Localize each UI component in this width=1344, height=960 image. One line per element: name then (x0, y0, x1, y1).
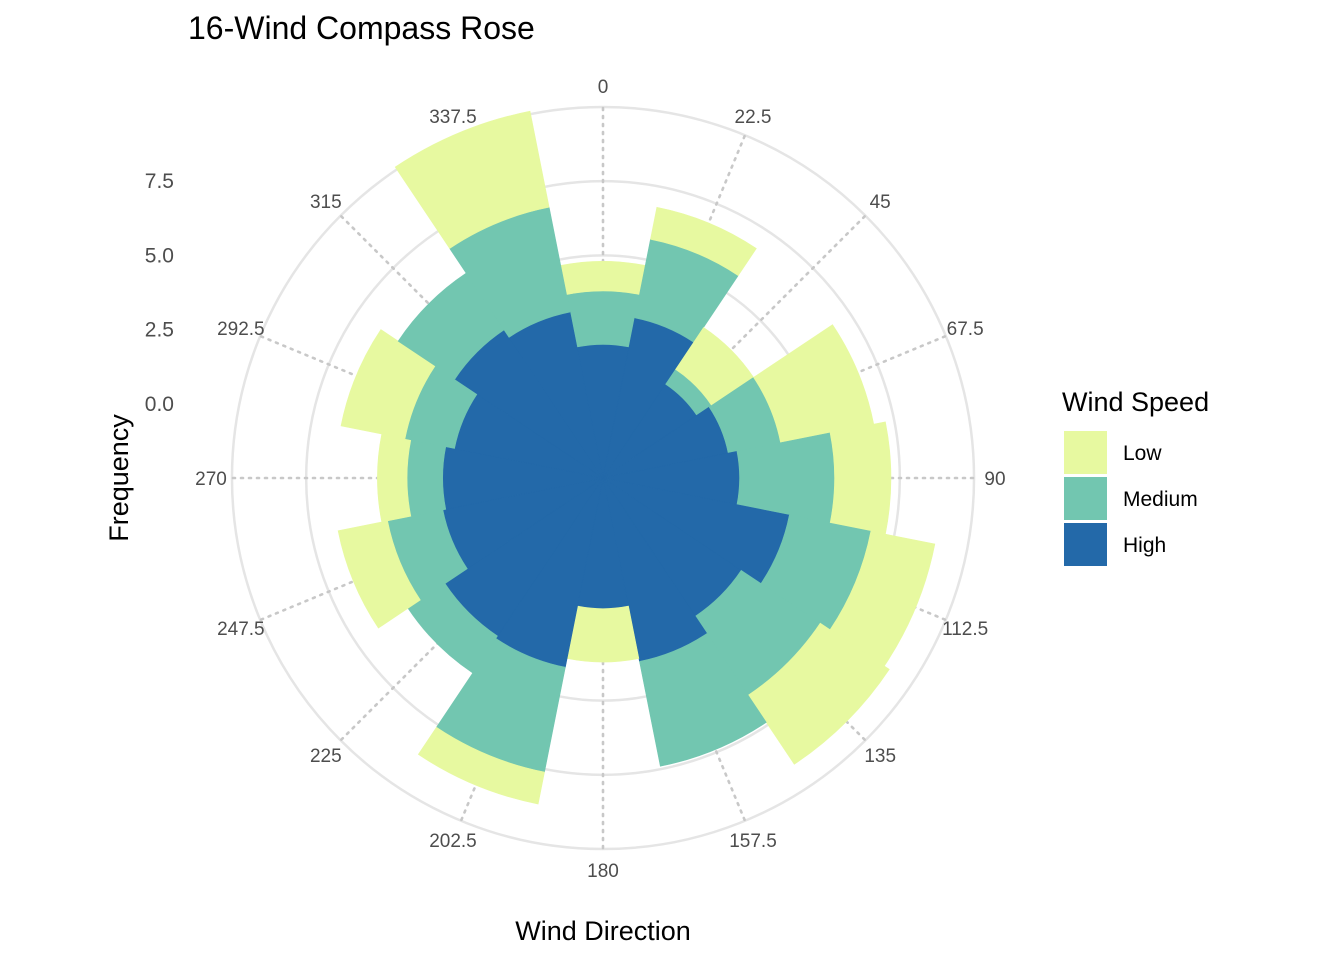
bar-low-292.5 (340, 329, 436, 439)
legend-label-medium: Medium (1123, 488, 1198, 511)
bar-medium-157.5 (639, 633, 767, 767)
direction-label: 270 (195, 469, 227, 490)
bar-low-90 (829, 421, 892, 535)
bar-low-202.5 (417, 726, 545, 805)
bar-low-22.5 (650, 206, 757, 277)
bar-low-0 (560, 261, 646, 295)
bar-low-270 (377, 433, 412, 523)
direction-label: 135 (864, 746, 896, 767)
direction-label: 157.5 (729, 831, 777, 852)
bar-medium-0 (566, 290, 640, 348)
legend-swatch-low (1064, 431, 1107, 474)
y-tick-label: 0.0 (145, 393, 174, 416)
legend-label-high: High (1123, 534, 1166, 557)
direction-label: 22.5 (735, 107, 772, 128)
direction-label: 292.5 (217, 319, 265, 340)
direction-label: 315 (310, 192, 342, 213)
bar-medium-270 (406, 439, 447, 517)
legend: Wind Speed Low Medium High (1062, 387, 1209, 566)
direction-label: 337.5 (429, 107, 477, 128)
bar-low-180 (566, 605, 640, 663)
bars-layer (337, 110, 936, 805)
bar-low-135 (747, 622, 890, 765)
legend-label-low: Low (1123, 442, 1162, 465)
y-tick-label: 2.5 (145, 319, 174, 342)
legend-swatch-medium (1064, 477, 1107, 520)
direction-label: 202.5 (429, 831, 477, 852)
direction-label: 0 (598, 77, 609, 98)
direction-label: 180 (587, 861, 619, 882)
x-axis-title: Wind Direction (515, 916, 691, 946)
direction-label: 45 (870, 192, 891, 213)
y-axis-title: Frequency (104, 414, 134, 542)
grid-spoke (601, 212, 869, 480)
direction-label: 90 (984, 469, 1005, 490)
direction-label: 225 (310, 746, 342, 767)
y-axis-ticks: 0.0 2.5 5.0 7.5 (145, 170, 174, 416)
bar-low-247.5 (337, 520, 421, 629)
direction-labels: 0 22.5 45 67.5 90 112.5 135 157.5 180 202.5 225 247… (195, 77, 1005, 882)
direction-label: 112.5 (942, 619, 988, 640)
direction-label: 247.5 (217, 619, 265, 640)
legend-title: Wind Speed (1062, 387, 1209, 417)
chart-title: 16-Wind Compass Rose (188, 10, 535, 46)
legend-swatch-high (1064, 523, 1107, 566)
bar-low-337.5 (394, 110, 550, 249)
y-tick-label: 7.5 (145, 170, 174, 193)
y-tick-label: 5.0 (145, 244, 174, 267)
direction-label: 67.5 (947, 319, 984, 340)
